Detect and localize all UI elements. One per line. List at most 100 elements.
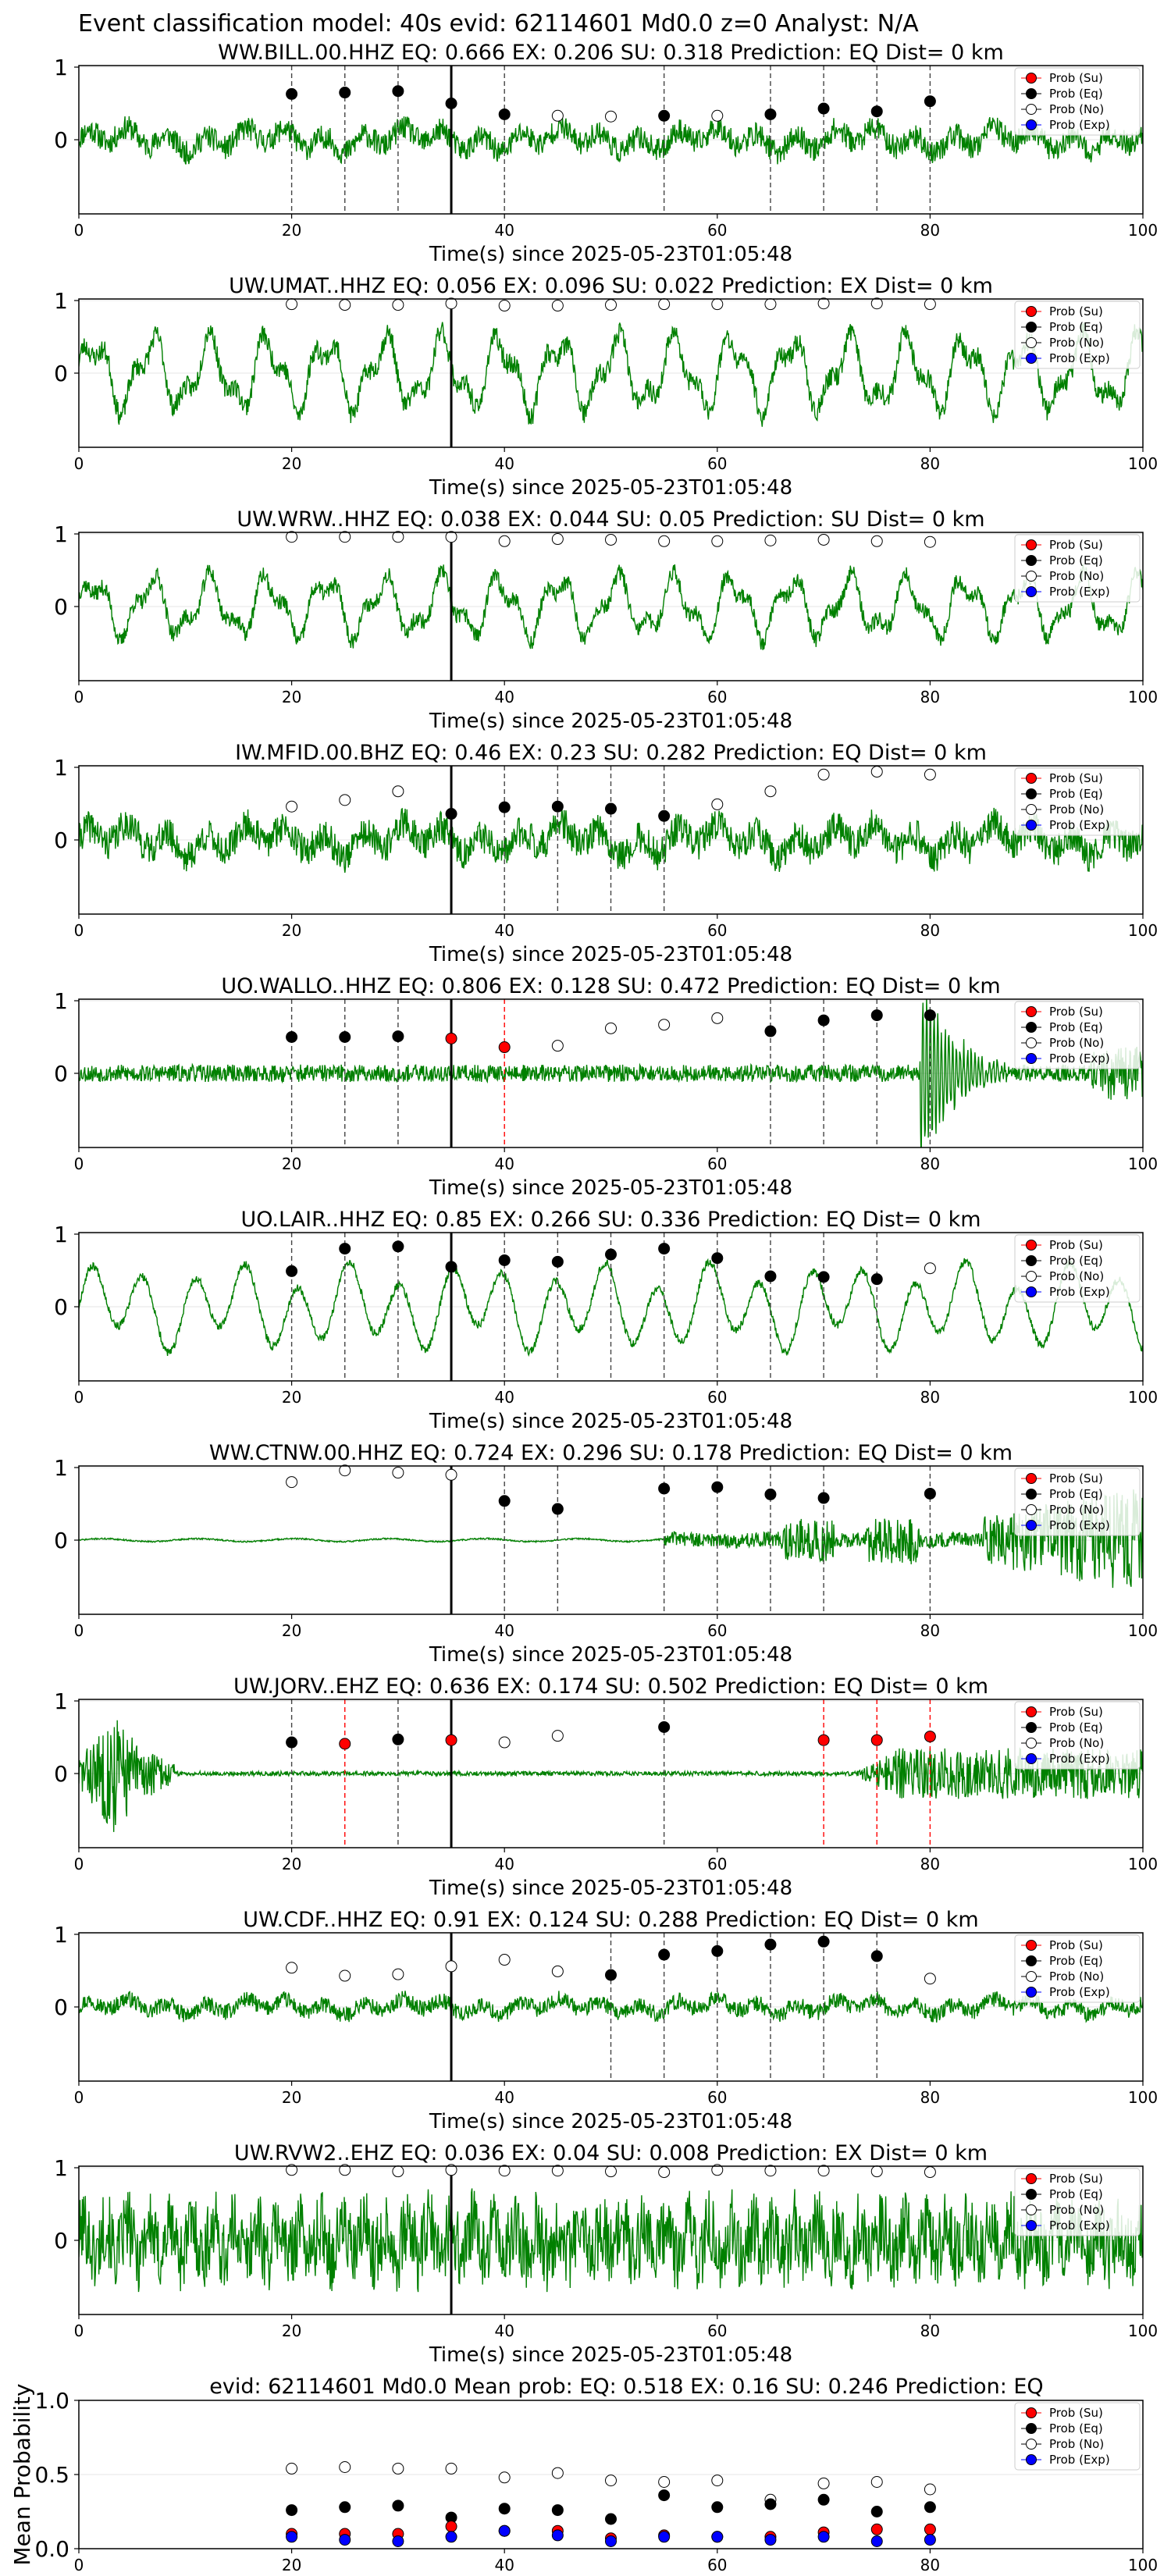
legend-label-exp: Prob (Exp) xyxy=(1049,2218,1110,2233)
legend-label-exp: Prob (Exp) xyxy=(1049,1985,1110,1999)
prob-marker-eq xyxy=(551,1503,564,1515)
prob-marker-eq xyxy=(286,1031,298,1043)
prob-marker-no xyxy=(924,2166,936,2179)
legend-label-su: Prob (Su) xyxy=(1049,1705,1103,1719)
prob-marker-no xyxy=(392,2165,404,2178)
prob-marker-eq xyxy=(339,1031,351,1043)
x-tick-label: 80 xyxy=(920,1155,940,1173)
prob-marker-eq xyxy=(605,1969,617,1981)
prob-marker-no xyxy=(551,1040,564,1052)
y-tick-label: 1 xyxy=(54,1688,68,1714)
prob-marker-no xyxy=(498,1736,511,1749)
legend-marker-no xyxy=(1026,1971,1037,1982)
y-tick-label: 0 xyxy=(54,1761,68,1787)
prob-marker-eq xyxy=(870,1273,883,1286)
mean-prob-marker-no xyxy=(711,2475,724,2487)
legend-marker-exp xyxy=(1026,2220,1037,2231)
legend-marker-exp xyxy=(1026,1520,1037,1531)
prob-marker-eq xyxy=(764,1270,777,1283)
mean-prob-marker-exp xyxy=(339,2534,351,2546)
x-axis-label: Time(s) since 2025-05-23T01:05:48 xyxy=(429,1877,792,1900)
x-tick-label: 60 xyxy=(707,2556,727,2574)
prob-marker-no xyxy=(870,766,883,778)
legend-label-su: Prob (Su) xyxy=(1049,1238,1103,1252)
mean-prob-marker-exp xyxy=(924,2534,936,2546)
y-tick-label: 0 xyxy=(54,827,68,853)
prob-marker-no xyxy=(286,531,298,543)
prob-marker-no xyxy=(924,768,936,781)
prob-marker-no xyxy=(286,298,298,311)
legend-label-eq: Prob (Eq) xyxy=(1049,787,1103,801)
mean-prob-marker-no xyxy=(445,2462,457,2475)
legend-label-no: Prob (No) xyxy=(1049,336,1104,350)
trace-panel: UW.RVW2..EHZ EQ: 0.036 EX: 0.04 SU: 0.00… xyxy=(54,2141,1158,2367)
legend-frame xyxy=(1014,1001,1141,1069)
waveform-trace xyxy=(79,115,1143,165)
y-tick-label: 1 xyxy=(54,988,68,1014)
prob-marker-no xyxy=(605,299,617,311)
legend-label-eq: Prob (Eq) xyxy=(1049,2187,1103,2201)
trace-panel: UW.JORV..EHZ EQ: 0.636 EX: 0.174 SU: 0.5… xyxy=(54,1674,1158,1900)
prob-marker-eq xyxy=(339,87,351,99)
legend-label-exp: Prob (Exp) xyxy=(1049,1752,1110,1766)
mean-prob-marker-no xyxy=(817,2477,830,2489)
legend-marker-exp xyxy=(1026,353,1037,364)
legend-marker-su xyxy=(1026,1473,1037,1484)
y-tick-label: 0 xyxy=(54,1061,68,1087)
mean-prob-marker-eq xyxy=(711,2501,724,2514)
legend-frame xyxy=(1014,301,1141,369)
legend-marker-exp xyxy=(1026,2454,1037,2465)
legend-frame xyxy=(1014,1234,1141,1303)
legend-marker-no xyxy=(1026,571,1037,582)
legend-label-exp: Prob (Exp) xyxy=(1049,1285,1110,1299)
prob-marker-eq xyxy=(605,1248,617,1261)
prob-marker-eq xyxy=(924,1009,936,1022)
x-tick-label: 0 xyxy=(74,921,84,940)
prob-marker-su xyxy=(817,1734,830,1746)
x-axis-label: Time(s) since 2025-05-23T01:05:48 xyxy=(429,243,792,266)
y-tick-label: 0 xyxy=(54,594,68,620)
prob-marker-su xyxy=(339,1738,351,1750)
y-tick-label: 0 xyxy=(54,2228,68,2254)
x-tick-label: 80 xyxy=(920,2088,940,2107)
y-tick-label: 0 xyxy=(54,1528,68,1553)
x-tick-label: 20 xyxy=(282,1621,301,1640)
prob-marker-eq xyxy=(498,1254,511,1266)
panel-title: WW.CTNW.00.HHZ EQ: 0.724 EX: 0.296 SU: 0… xyxy=(209,1441,1013,1465)
prob-marker-no xyxy=(339,1464,351,1477)
legend-label-su: Prob (Su) xyxy=(1049,2406,1103,2420)
x-tick-label: 20 xyxy=(282,221,301,240)
prob-marker-su xyxy=(445,1734,457,1746)
prob-marker-eq xyxy=(870,105,883,118)
prob-marker-no xyxy=(339,1969,351,1982)
prob-marker-no xyxy=(498,1954,511,1966)
legend-label-eq: Prob (Eq) xyxy=(1049,1254,1103,1268)
prob-marker-eq xyxy=(392,85,404,98)
prob-marker-eq xyxy=(498,108,511,120)
y-tick-label: 0 xyxy=(54,1994,68,2020)
prob-marker-no xyxy=(924,1262,936,1275)
legend-marker-no xyxy=(1026,337,1037,348)
mean-prob-marker-no xyxy=(339,2461,351,2473)
prob-marker-no xyxy=(764,298,777,311)
x-tick-label: 40 xyxy=(494,1621,514,1640)
prob-marker-no xyxy=(711,1012,724,1024)
y-tick-label: 0 xyxy=(54,361,68,386)
x-tick-label: 80 xyxy=(920,221,940,240)
y-tick-label: 0 xyxy=(54,1294,68,1320)
legend-label-no: Prob (No) xyxy=(1049,569,1104,583)
prob-marker-eq xyxy=(286,87,298,100)
x-tick-label: 60 xyxy=(707,454,727,473)
x-tick-label: 0 xyxy=(74,1621,84,1640)
prob-marker-no xyxy=(870,297,883,310)
legend-label-su: Prob (Su) xyxy=(1049,538,1103,552)
x-tick-label: 100 xyxy=(1128,221,1158,240)
prob-marker-no xyxy=(605,2165,617,2178)
legend-label-exp: Prob (Exp) xyxy=(1049,2453,1110,2467)
prob-marker-no xyxy=(605,110,617,123)
x-axis-label: Time(s) since 2025-05-23T01:05:48 xyxy=(429,1176,792,1200)
y-tick-label: 0.0 xyxy=(34,2536,69,2562)
trace-panel: WW.BILL.00.HHZ EQ: 0.666 EX: 0.206 SU: 0… xyxy=(54,41,1158,266)
prob-marker-no xyxy=(764,534,777,546)
